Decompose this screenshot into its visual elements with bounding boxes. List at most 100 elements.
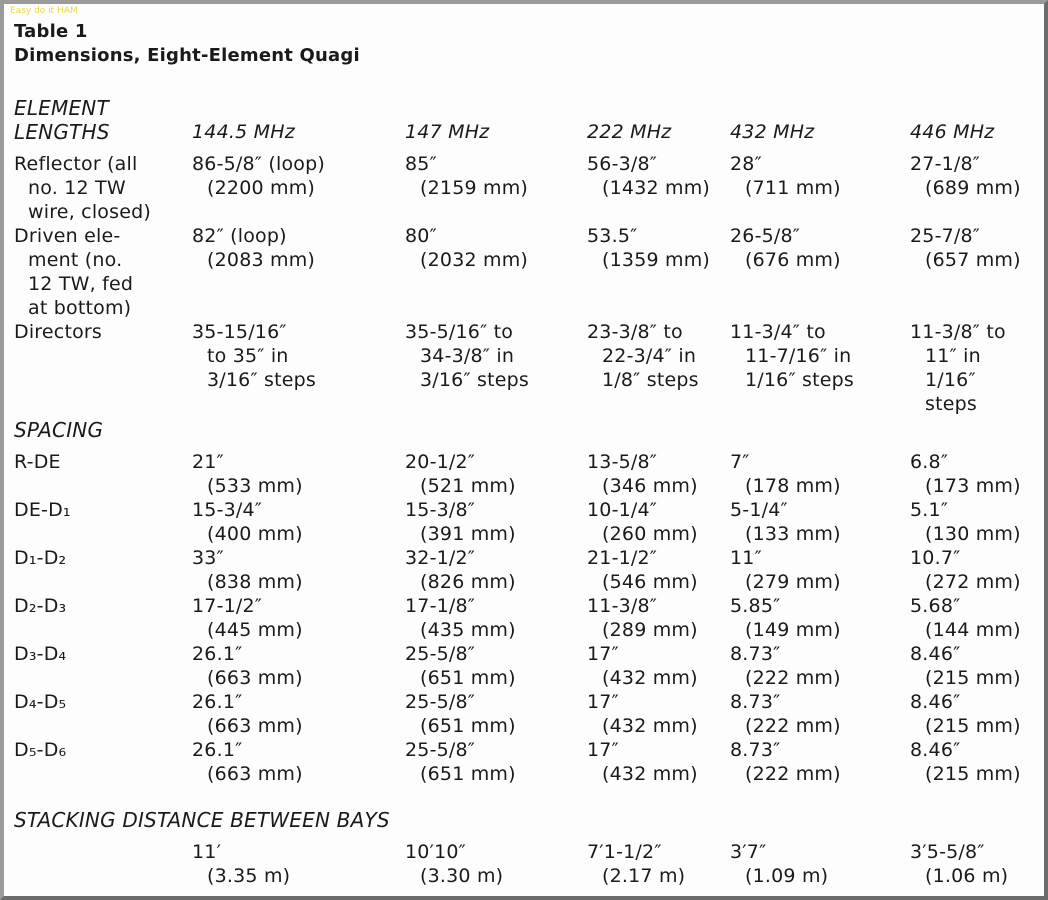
cell-value: 5.85″ bbox=[730, 595, 781, 617]
cell-value: 27-1/8″ bbox=[910, 153, 981, 175]
cell-value: 23-3/8″ to bbox=[587, 321, 683, 343]
row-label: D₃-D₄ bbox=[14, 643, 67, 665]
cell-value: 21-1/2″ bbox=[587, 547, 658, 569]
cell-value: (260 mm) bbox=[602, 523, 698, 545]
cell-value: (1359 mm) bbox=[602, 249, 711, 271]
cell-value: (178 mm) bbox=[745, 475, 841, 497]
cell-value: 28″ bbox=[730, 153, 762, 175]
cell-value: (391 mm) bbox=[420, 523, 516, 545]
cell-value: 20-1/2″ bbox=[405, 451, 476, 473]
row-label: D₅-D₆ bbox=[14, 739, 67, 761]
cell-value: 11-7/16″ in bbox=[745, 345, 852, 367]
cell-value: 26-5/8″ bbox=[730, 225, 801, 247]
row-label: D₄-D₅ bbox=[14, 691, 67, 713]
row-label: 12 TW, fed bbox=[28, 273, 134, 295]
cell-value: (2032 mm) bbox=[420, 249, 529, 271]
cell-value: 11″ bbox=[730, 547, 762, 569]
cell-value: (222 mm) bbox=[745, 715, 841, 737]
cell-value: (215 mm) bbox=[925, 763, 1021, 785]
cell-value: (173 mm) bbox=[925, 475, 1021, 497]
cell-value: 3′7″ bbox=[730, 841, 767, 863]
cell-value: 25-5/8″ bbox=[405, 691, 476, 713]
cell-value: 15-3/8″ bbox=[405, 499, 476, 521]
cell-value: (2200 mm) bbox=[207, 177, 316, 199]
cell-value: 1/16″ bbox=[925, 369, 976, 391]
table-subtitle: Dimensions, Eight-Element Quagi bbox=[14, 45, 360, 66]
cell-value: 53.5″ bbox=[587, 225, 638, 247]
cell-value: 8.73″ bbox=[730, 691, 781, 713]
row-label: R-DE bbox=[14, 451, 61, 473]
cell-value: (144 mm) bbox=[925, 619, 1021, 641]
cell-value: to 35″ in bbox=[207, 345, 289, 367]
cell-value: 10-1/4″ bbox=[587, 499, 658, 521]
cell-value: (546 mm) bbox=[602, 571, 698, 593]
cell-value: (663 mm) bbox=[207, 763, 303, 785]
section-heading: ELEMENT bbox=[14, 96, 109, 120]
row-label: ment (no. bbox=[28, 249, 123, 271]
cell-value: 17″ bbox=[587, 739, 619, 761]
cell-value: (432 mm) bbox=[602, 763, 698, 785]
cell-value: (400 mm) bbox=[207, 523, 303, 545]
cell-value: (215 mm) bbox=[925, 715, 1021, 737]
row-label: D₁-D₂ bbox=[14, 547, 67, 569]
cell-value: 17-1/2″ bbox=[192, 595, 263, 617]
cell-value: (149 mm) bbox=[745, 619, 841, 641]
cell-value: (222 mm) bbox=[745, 763, 841, 785]
cell-value: (651 mm) bbox=[420, 763, 516, 785]
row-label: Directors bbox=[14, 321, 103, 343]
section-heading: SPACING bbox=[14, 418, 104, 442]
cell-value: 26.1″ bbox=[192, 643, 243, 665]
cell-value: 5.68″ bbox=[910, 595, 961, 617]
cell-value: (133 mm) bbox=[745, 523, 841, 545]
row-label: D₂-D₃ bbox=[14, 595, 67, 617]
cell-value: 11′ bbox=[192, 841, 222, 863]
cell-value: (279 mm) bbox=[745, 571, 841, 593]
column-header: 147 MHz bbox=[405, 121, 490, 143]
section-heading: STACKING DISTANCE BETWEEN BAYS bbox=[14, 808, 390, 832]
row-label: no. 12 TW bbox=[28, 177, 126, 199]
cell-value: (1.06 m) bbox=[925, 865, 1009, 887]
cell-value: 3/16″ steps bbox=[420, 369, 530, 391]
cell-value: 26.1″ bbox=[192, 691, 243, 713]
cell-value: 6.8″ bbox=[910, 451, 949, 473]
cell-value: 1/16″ steps bbox=[745, 369, 855, 391]
cell-value: 3′5-5/8″ bbox=[910, 841, 985, 863]
column-header: 446 MHz bbox=[910, 121, 995, 143]
cell-value: 5.1″ bbox=[910, 499, 949, 521]
cell-value: 85″ bbox=[405, 153, 437, 175]
cell-value: (272 mm) bbox=[925, 571, 1021, 593]
cell-value: 8.46″ bbox=[910, 643, 961, 665]
table-title: Table 1 bbox=[14, 21, 88, 42]
cell-value: 8.73″ bbox=[730, 643, 781, 665]
cell-value: 80″ bbox=[405, 225, 437, 247]
cell-value: (689 mm) bbox=[925, 177, 1021, 199]
cell-value: 10.7″ bbox=[910, 547, 961, 569]
cell-value: 8.73″ bbox=[730, 739, 781, 761]
cell-value: 82″ (loop) bbox=[192, 225, 287, 247]
watermark: Easy do it HAM bbox=[10, 6, 78, 16]
cell-value: steps bbox=[925, 393, 977, 415]
cell-value: 3/16″ steps bbox=[207, 369, 317, 391]
cell-value: 10′10″ bbox=[405, 841, 466, 863]
column-header: 222 MHz bbox=[587, 121, 672, 143]
cell-value: (2083 mm) bbox=[207, 249, 316, 271]
cell-value: (838 mm) bbox=[207, 571, 303, 593]
cell-value: 8.46″ bbox=[910, 691, 961, 713]
cell-value: (432 mm) bbox=[602, 667, 698, 689]
cell-value: (1.09 m) bbox=[745, 865, 829, 887]
cell-value: 17-1/8″ bbox=[405, 595, 476, 617]
cell-value: 11-3/4″ to bbox=[730, 321, 826, 343]
cell-value: (657 mm) bbox=[925, 249, 1021, 271]
section-heading: LENGTHS bbox=[14, 120, 110, 144]
cell-value: 33″ bbox=[192, 547, 224, 569]
cell-value: 25-5/8″ bbox=[405, 643, 476, 665]
cell-value: (826 mm) bbox=[420, 571, 516, 593]
cell-value: 13-5/8″ bbox=[587, 451, 658, 473]
cell-value: 11″ in bbox=[925, 345, 981, 367]
cell-value: (130 mm) bbox=[925, 523, 1021, 545]
cell-value: (222 mm) bbox=[745, 667, 841, 689]
column-header: 432 MHz bbox=[730, 121, 815, 143]
cell-value: (445 mm) bbox=[207, 619, 303, 641]
cell-value: 22-3/4″ in bbox=[602, 345, 697, 367]
cell-value: (1432 mm) bbox=[602, 177, 711, 199]
